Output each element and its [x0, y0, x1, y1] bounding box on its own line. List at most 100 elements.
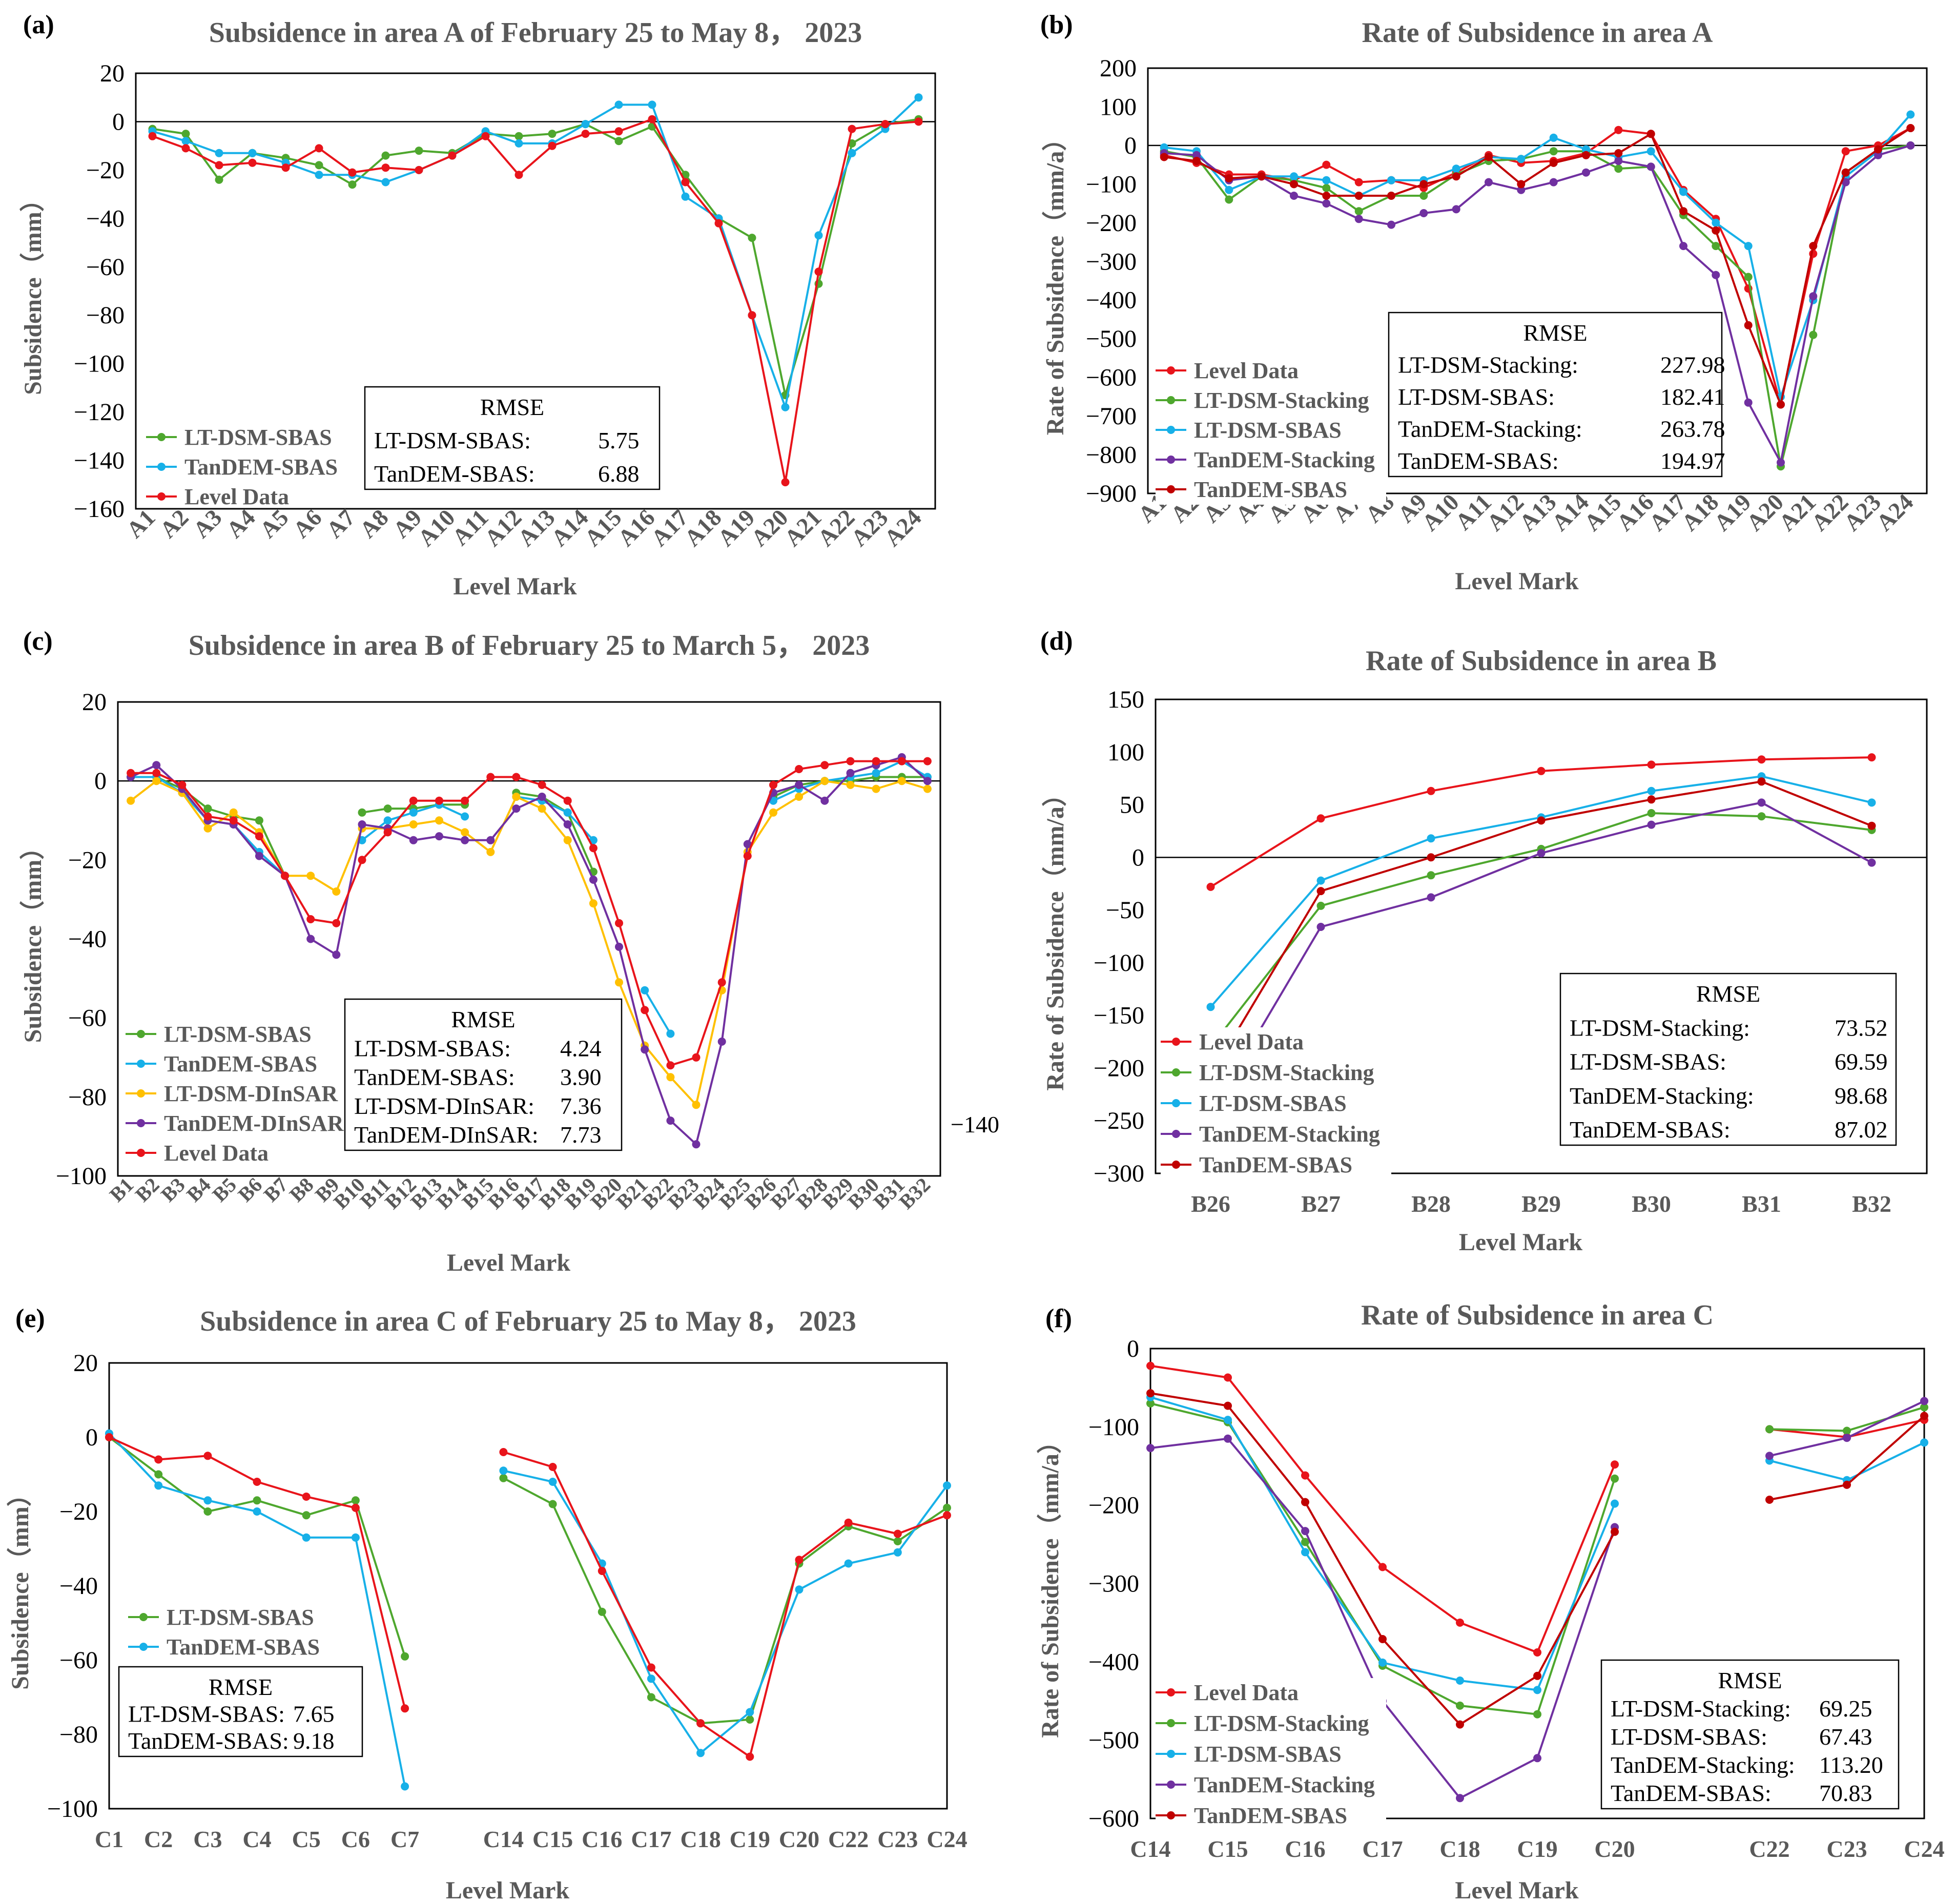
data-point: [1712, 226, 1720, 235]
data-point: [692, 1053, 701, 1062]
data-point: [795, 793, 804, 801]
chart-title-c: Subsidence in area B of February 25 to M…: [189, 630, 870, 661]
data-point: [814, 231, 823, 240]
data-point: [781, 403, 790, 411]
data-point: [1744, 242, 1753, 251]
y-tick-label: −140: [74, 447, 125, 474]
legend-marker: [1172, 1130, 1180, 1138]
legend-marker: [157, 463, 166, 471]
data-point: [415, 147, 423, 155]
data-point: [1316, 901, 1325, 910]
data-point: [548, 1478, 557, 1486]
data-point: [714, 219, 723, 227]
data-point: [1712, 271, 1720, 279]
data-point: [1679, 207, 1687, 216]
rmse-value: 227.98: [1660, 352, 1725, 378]
data-point: [581, 120, 590, 129]
series-line: [1164, 127, 1911, 408]
x-tick-label: B28: [1411, 1191, 1451, 1217]
data-point: [897, 777, 906, 785]
y-axis-title: Subsidence（mm）: [19, 187, 47, 395]
data-point: [598, 1607, 606, 1616]
data-point: [1537, 849, 1546, 858]
series-line: [1164, 144, 1911, 466]
data-point: [844, 1518, 853, 1527]
data-point: [1146, 1389, 1155, 1398]
rmse-frame: [1600, 1659, 1900, 1810]
data-point: [1867, 753, 1876, 762]
x-axis-title: Level Mark: [446, 1877, 570, 1904]
legend-label: LT-DSM-Stacking: [1194, 1711, 1369, 1736]
legend: LT-DSM-SBAS TanDEM-SBAS Level Data: [146, 425, 338, 509]
data-point: [348, 180, 357, 189]
x-tick-label: B31: [1742, 1191, 1781, 1217]
data-point: [820, 761, 829, 770]
legend-marker: [1167, 1781, 1175, 1789]
legend-marker: [1172, 1068, 1180, 1077]
data-point: [647, 1674, 655, 1683]
data-point: [1841, 147, 1850, 156]
data-point: [1378, 1658, 1387, 1667]
data-point: [1419, 209, 1428, 217]
data-point: [1920, 1403, 1928, 1412]
plot-frame: [1149, 1348, 1925, 1819]
data-point: [481, 132, 490, 140]
data-point: [1456, 1794, 1464, 1803]
data-point: [1387, 176, 1395, 184]
data-point: [681, 178, 690, 187]
data-point: [409, 808, 418, 817]
data-point: [795, 1556, 804, 1564]
x-tick-label: C2: [144, 1826, 173, 1852]
data-point: [203, 1496, 212, 1505]
data-point: [203, 1452, 212, 1460]
series-level-data: [105, 1433, 951, 1761]
legend-label: LT-DSM-SBAS: [184, 425, 332, 450]
data-point: [1301, 1527, 1309, 1536]
data-point: [1809, 330, 1818, 339]
y-axis-title: Subsidence（mm）: [7, 1482, 34, 1689]
data-point: [181, 137, 190, 146]
legend-label: TanDEM-Stacking: [1194, 447, 1375, 472]
data-point: [1517, 155, 1526, 163]
y-tick-label: −20: [86, 157, 125, 184]
data-point: [435, 816, 443, 825]
rmse-value: 70.83: [1819, 1780, 1872, 1806]
data-point: [897, 757, 906, 765]
data-point: [1647, 820, 1656, 829]
x-tick-label: B27: [1301, 1191, 1341, 1217]
legend-marker: [1167, 426, 1175, 434]
data-point: [1646, 162, 1655, 171]
data-point: [1744, 321, 1753, 329]
data-point: [1582, 168, 1590, 177]
legend-marker: [139, 1613, 148, 1621]
series-line: [1164, 144, 1911, 467]
y-tick-label: 50: [1120, 792, 1144, 819]
data-point: [666, 1061, 675, 1070]
y-tick-label: 0: [1132, 844, 1144, 871]
data-point: [1290, 192, 1298, 200]
data-point: [1452, 172, 1460, 181]
data-point: [1224, 1401, 1232, 1410]
rmse-value: 69.25: [1819, 1695, 1872, 1722]
data-point: [302, 1511, 311, 1520]
data-point: [1611, 1527, 1619, 1536]
data-point: [1867, 821, 1876, 830]
data-point: [1906, 141, 1915, 150]
y-axis-title: Rate of Subsidence（mm/a）: [1037, 1429, 1064, 1738]
y-tick-label: −100: [56, 1163, 107, 1190]
data-point: [401, 1782, 409, 1791]
legend-backdrop: [1156, 356, 1386, 505]
rmse-value: 3.90: [560, 1064, 602, 1090]
rmse-method: TanDEM-SBAS:: [1398, 448, 1559, 474]
data-point: [647, 1693, 655, 1702]
data-point: [1646, 130, 1655, 138]
data-point: [746, 1708, 754, 1716]
rmse-value: 263.78: [1660, 416, 1725, 442]
legend-label: TanDEM-SBAS: [1194, 1803, 1347, 1828]
data-point: [415, 165, 423, 174]
data-point: [1841, 168, 1850, 177]
x-tick-label: C16: [582, 1826, 622, 1852]
rmse-method: TanDEM-Stacking:: [1570, 1083, 1754, 1109]
rmse-value: 5.75: [598, 427, 640, 453]
data-point: [486, 773, 495, 781]
